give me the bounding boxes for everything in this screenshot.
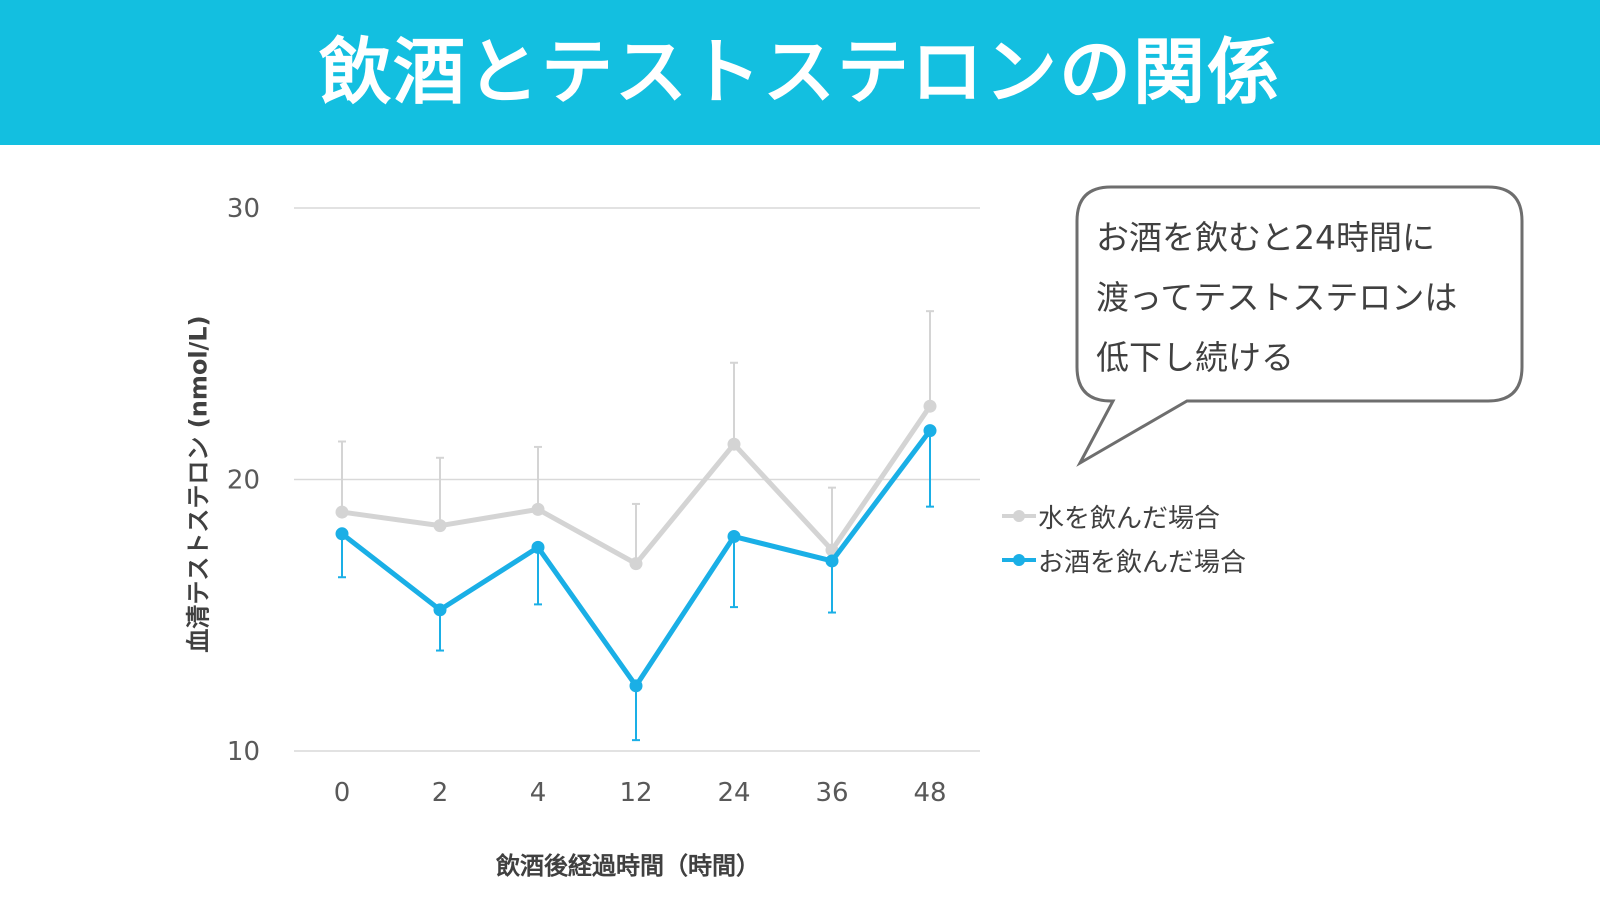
series-alcohol xyxy=(335,424,937,742)
y-tick-label: 30 xyxy=(227,194,260,224)
data-point xyxy=(923,399,937,413)
data-point xyxy=(629,557,643,571)
callout-line: 低下し続ける xyxy=(1096,338,1294,377)
callout-bubble xyxy=(1075,185,1524,467)
data-point xyxy=(335,527,349,541)
legend-marker-alcohol xyxy=(1002,550,1036,570)
x-tick-label: 2 xyxy=(432,778,449,808)
callout-line: 渡ってテストステロンは xyxy=(1096,278,1458,317)
data-point xyxy=(433,603,447,617)
x-tick-label: 12 xyxy=(619,778,652,808)
series-group xyxy=(335,310,937,742)
legend-item-alcohol: お酒を飲んだ場合 xyxy=(1002,538,1246,582)
callout-shape xyxy=(1075,185,1524,467)
data-point xyxy=(433,519,447,533)
x-tick-label: 4 xyxy=(530,778,547,808)
callout-text: お酒を飲むと24時間に 渡ってテストステロンは 低下し続ける xyxy=(1096,208,1526,388)
grid-lines xyxy=(294,207,980,752)
legend-label: お酒を飲んだ場合 xyxy=(1038,547,1247,578)
y-tick-label: 10 xyxy=(227,737,260,767)
data-point xyxy=(825,554,839,568)
x-axis-label: 飲酒後経過時間（時間） xyxy=(496,852,760,880)
legend-item-water: 水を飲んだ場合 xyxy=(1002,494,1246,538)
title-bar xyxy=(0,0,1600,145)
legend-label: 水を飲んだ場合 xyxy=(1038,503,1221,534)
x-tick-label: 48 xyxy=(913,778,946,808)
page-title: 飲酒とテストステロンの関係 xyxy=(318,30,1281,114)
data-point xyxy=(727,437,741,451)
callout-line: お酒を飲むと24時間に xyxy=(1096,218,1435,257)
data-point xyxy=(531,540,545,554)
data-point xyxy=(335,505,349,519)
data-point xyxy=(531,502,545,516)
data-point xyxy=(727,530,741,544)
legend-marker-water xyxy=(1002,506,1036,526)
y-tick-label: 20 xyxy=(227,466,260,496)
x-tick-label: 24 xyxy=(717,778,750,808)
x-tick-label: 0 xyxy=(334,778,351,808)
x-tick-label: 36 xyxy=(815,778,848,808)
series-water xyxy=(335,310,937,571)
y-axis-label: 血清テストステロン (nmol/L) xyxy=(184,315,213,653)
data-point xyxy=(629,679,643,693)
data-point xyxy=(923,424,937,438)
legend: 水を飲んだ場合 お酒を飲んだ場合 xyxy=(1002,494,1246,582)
